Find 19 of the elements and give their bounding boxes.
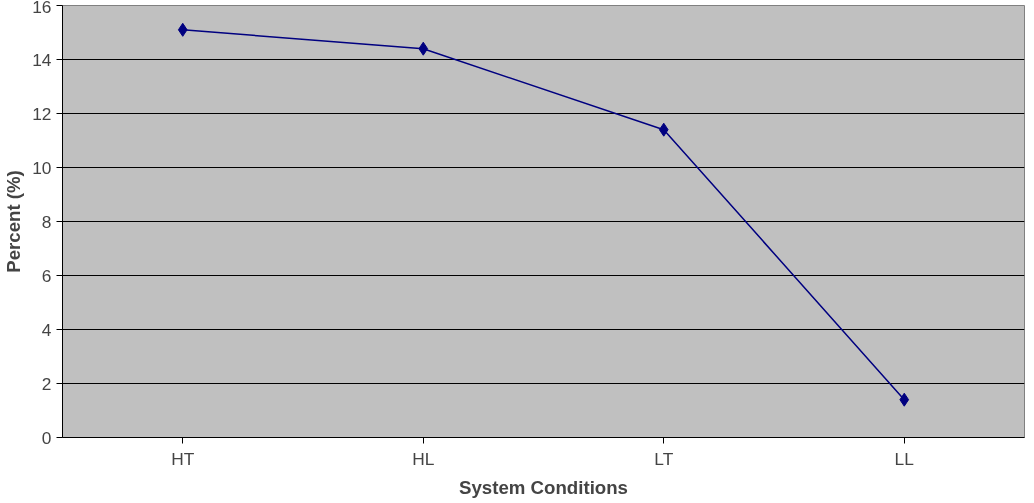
- x-tick-label: HL: [412, 448, 435, 469]
- point: [418, 41, 429, 56]
- point: [177, 22, 188, 37]
- x-tick-label: LT: [654, 448, 674, 469]
- point: [899, 392, 910, 407]
- x-tick-label: LL: [894, 448, 915, 469]
- x-tick-label: HT: [171, 448, 195, 469]
- x-axis-title: System Conditions: [459, 476, 628, 498]
- y-tick-label: 14: [32, 49, 52, 70]
- point: [658, 122, 669, 137]
- y-tick-label: 4: [41, 319, 52, 340]
- y-tick-label: 6: [41, 265, 52, 286]
- y-tick-label: 8: [41, 211, 52, 232]
- y-tick-label: 0: [41, 427, 52, 448]
- y-tick-label: 16: [32, 0, 52, 17]
- y-axis-title: Percent (%): [3, 170, 25, 273]
- y-tick-label: 2: [41, 373, 52, 394]
- y-tick-label: 10: [32, 157, 52, 178]
- y-tick-label: 12: [32, 103, 52, 124]
